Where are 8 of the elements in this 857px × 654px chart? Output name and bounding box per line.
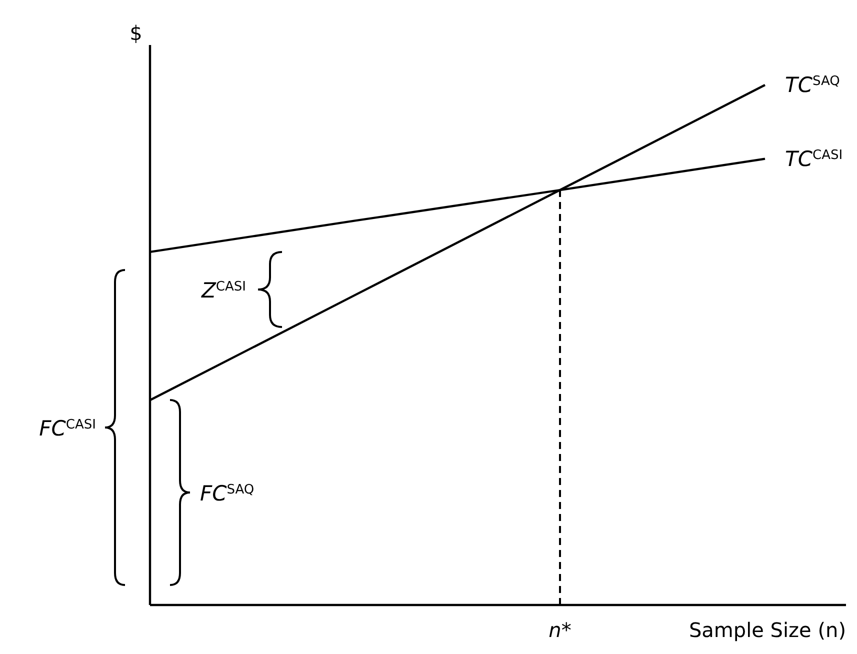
text: FC$^{CASI}$ <box>39 416 96 440</box>
annotation: FC$^{SAQ}$ <box>200 482 254 506</box>
series-label: TC$^{SAQ}$ <box>785 73 840 97</box>
annotation: Z$^{CASI}$ <box>200 278 246 302</box>
text: n* <box>548 618 572 642</box>
series-label: TC$^{CASI}$ <box>785 146 843 171</box>
y-axis-title: $ <box>130 21 142 45</box>
x-axis-title: Sample Size (n) <box>688 618 846 642</box>
